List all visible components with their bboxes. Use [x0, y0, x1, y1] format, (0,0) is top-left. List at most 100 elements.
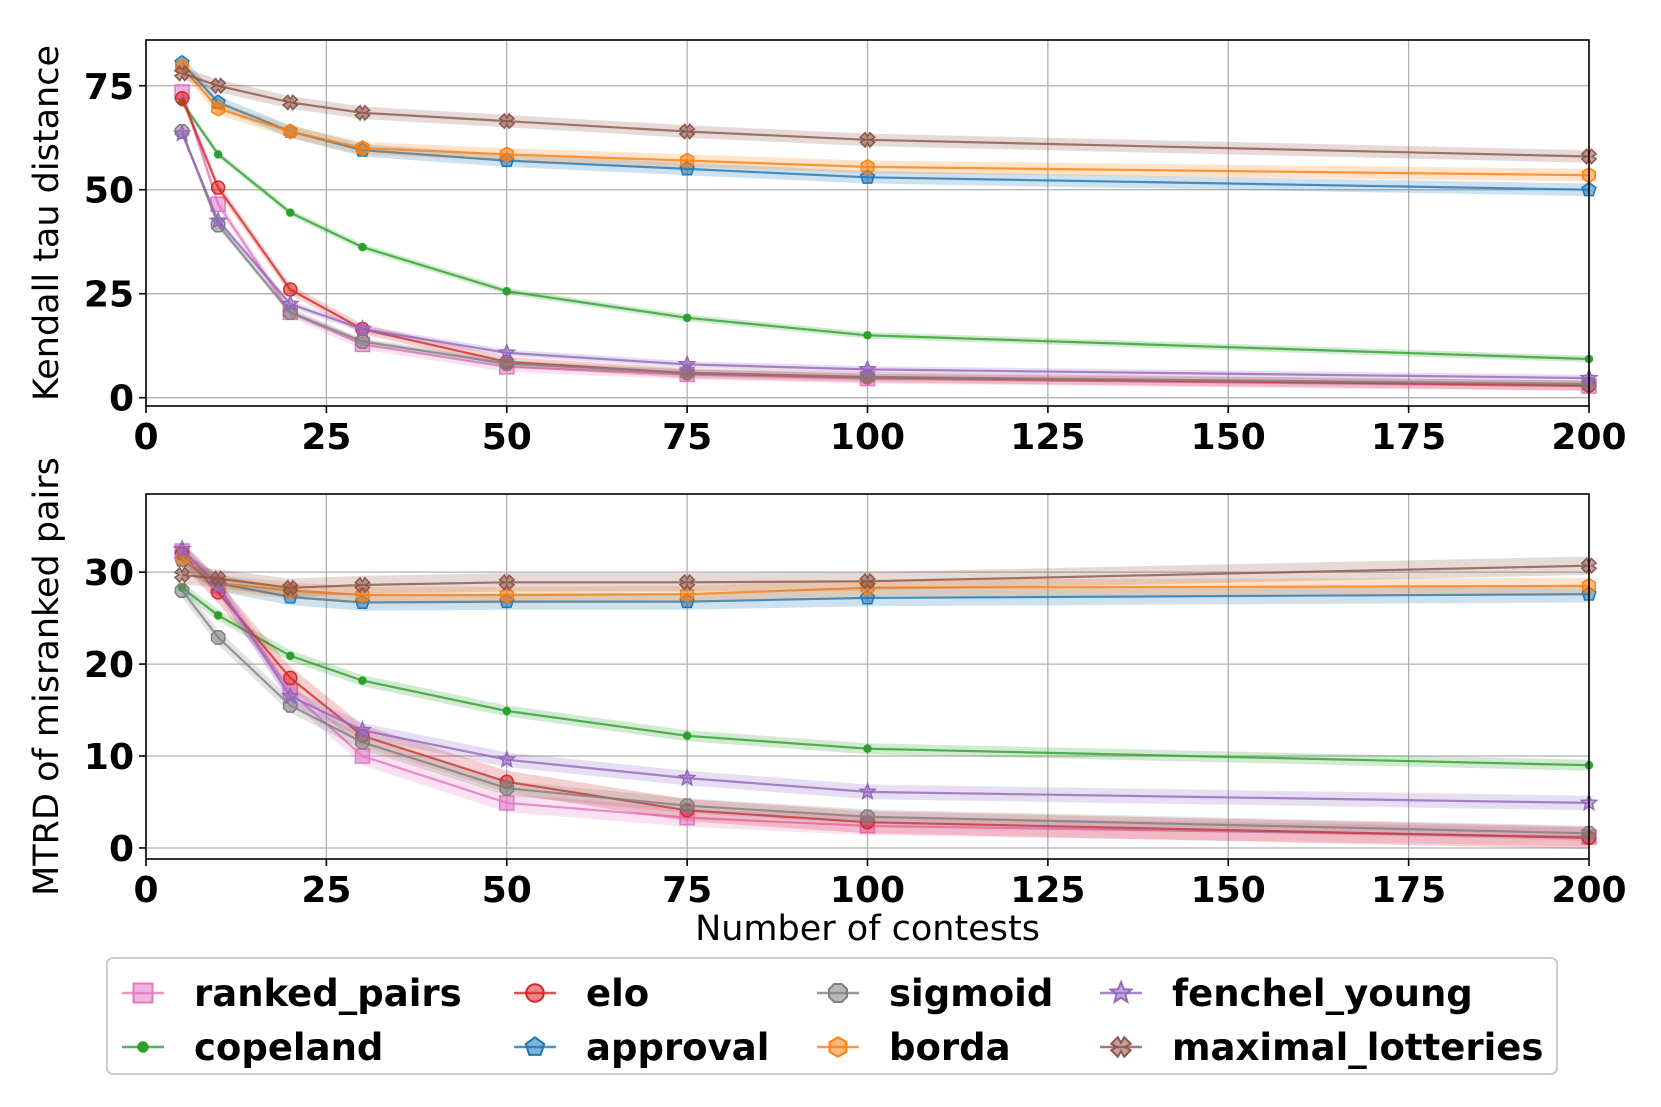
legend-frame	[106, 957, 1558, 1075]
data-point	[286, 651, 295, 661]
legend-label: fenchel_young	[1172, 972, 1473, 1015]
data-point	[859, 131, 876, 149]
data-point	[860, 809, 875, 825]
legend-label: maximal_lotteries	[1172, 1026, 1543, 1069]
legend-marker	[1108, 979, 1134, 1005]
data-point	[857, 781, 878, 801]
data-point	[283, 670, 298, 686]
data-point	[497, 342, 517, 361]
data-point	[213, 611, 223, 620]
legend-entry-approval: approval	[514, 1026, 769, 1069]
legend-marker	[132, 982, 154, 1004]
data-point	[677, 768, 697, 787]
data-point	[680, 152, 695, 169]
legend-entry-sigmoid: sigmoid	[817, 972, 1053, 1015]
data-point	[281, 579, 299, 597]
x-tick-label: 200	[1551, 417, 1626, 458]
x-tick-label: 175	[1371, 870, 1446, 911]
series-sigmoid	[174, 583, 1597, 841]
series-maximal-lotteries	[173, 556, 1598, 597]
series-line	[181, 557, 1590, 597]
y-tick-label: 10	[84, 737, 134, 778]
legend-label: elo	[586, 972, 649, 1015]
y-tick-label: 20	[84, 645, 134, 686]
x-tick-label: 150	[1191, 417, 1266, 458]
data-point	[352, 720, 373, 739]
data-point	[860, 158, 875, 175]
grid	[145, 40, 1590, 406]
data-point	[172, 539, 192, 558]
data-point	[280, 686, 300, 705]
data-point	[682, 313, 692, 323]
x-tick-label: 25	[301, 417, 351, 458]
x-tick-label: 100	[830, 417, 905, 458]
legend-marker	[1109, 1035, 1133, 1059]
x-tick-label: 0	[133, 417, 158, 458]
data-point	[354, 104, 371, 122]
mtrd-panel: 0 25 50 75 100 125 150 175 200 0 10 20 30 MTRD of mis…	[27, 457, 1627, 949]
series-line	[181, 133, 1590, 380]
plot-area	[172, 539, 1599, 849]
series-line	[181, 586, 1590, 767]
x-tick-label: 75	[662, 417, 712, 458]
x-tick-label: 50	[482, 417, 532, 458]
legend-entry-maximal-lotteries: maximal_lotteries	[1100, 1026, 1543, 1069]
series-line	[181, 62, 1590, 191]
legend-entry-copeland: copeland	[122, 1026, 383, 1069]
data-point	[211, 100, 226, 117]
series-line	[181, 589, 1590, 835]
data-point	[863, 744, 872, 753]
series-line	[181, 553, 1590, 839]
legend-marker	[827, 982, 849, 1004]
y-tick-label: 30	[84, 553, 134, 594]
series-line	[181, 72, 1590, 158]
legend-label: ranked_pairs	[194, 972, 462, 1015]
x-tick-label: 25	[301, 870, 351, 911]
data-point	[498, 112, 516, 130]
data-point	[678, 573, 696, 591]
data-point	[352, 319, 373, 338]
data-point	[859, 572, 876, 590]
y-tick-label: 75	[84, 67, 134, 108]
x-tick-label: 100	[830, 870, 905, 911]
data-point	[210, 180, 226, 195]
x-tick-label: 125	[1010, 417, 1085, 458]
data-point	[210, 630, 226, 645]
data-point	[863, 331, 872, 340]
data-point	[677, 354, 697, 373]
data-point	[358, 242, 367, 252]
x-tick-label: 0	[133, 870, 158, 911]
data-point	[498, 573, 516, 591]
data-point	[283, 123, 298, 140]
y-tick-label: 0	[109, 829, 134, 870]
kendall-tau-panel: 0 25 50 75 100 125 150 175 200 0 25 50 75 Kendall tau…	[27, 39, 1627, 458]
data-point	[280, 294, 300, 313]
data-point	[499, 780, 515, 796]
data-point	[173, 64, 191, 82]
data-point	[680, 586, 695, 603]
series-line	[181, 66, 1590, 177]
series-borda	[175, 58, 1596, 184]
data-point	[354, 576, 371, 594]
data-point	[283, 282, 298, 297]
data-point	[174, 583, 190, 598]
data-point	[678, 123, 696, 140]
series-fenchel-young	[172, 123, 1599, 387]
legend-marker	[525, 983, 545, 1003]
data-point	[502, 286, 511, 296]
confidence-band	[182, 550, 1590, 604]
data-point	[499, 587, 514, 604]
series-line	[181, 131, 1590, 386]
x-tick-label: 150	[1191, 870, 1266, 911]
data-point	[172, 123, 192, 142]
legend-marker	[137, 1041, 149, 1053]
data-point	[499, 146, 514, 163]
data-point	[682, 731, 692, 741]
data-point	[358, 676, 367, 685]
legend: ranked_pairs copeland elo approval sigmoid bo…	[106, 957, 1558, 1075]
confidence-band	[182, 556, 1590, 597]
y-tick-label: 50	[84, 171, 134, 212]
data-point	[499, 795, 515, 811]
data-point	[502, 706, 511, 716]
